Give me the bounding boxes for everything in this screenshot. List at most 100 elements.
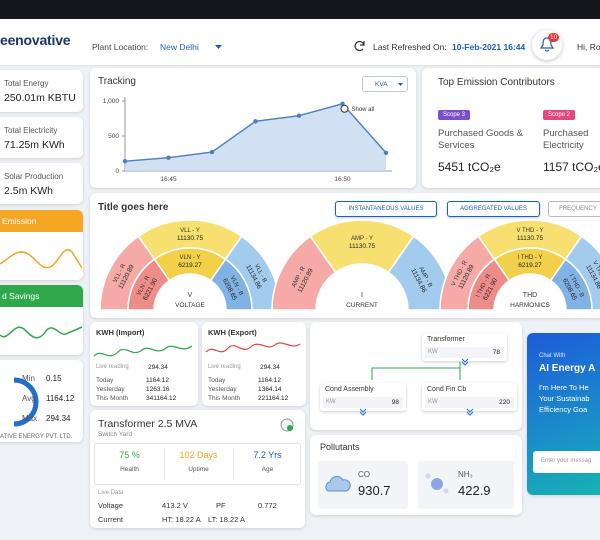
- pollutant-tile: CO 930.7: [318, 461, 408, 509]
- kpi-value: 2.5m KWh: [4, 185, 54, 197]
- area: [125, 103, 386, 171]
- annotation: Show all: [352, 107, 375, 113]
- graphic: [398, 83, 403, 86]
- plant-label: Plant Location:: [92, 42, 149, 52]
- caret: [215, 45, 222, 49]
- refresh-label: Last Refreshed On:: [373, 42, 447, 52]
- refresh-date: 10-Feb-2021 16:44: [452, 42, 526, 52]
- emission-value: 5451 tCO₂e: [438, 160, 501, 174]
- node-unit: KW: [428, 399, 438, 405]
- graphic: [371, 362, 461, 380]
- scope-tag: Scope 2: [543, 110, 576, 120]
- gauge-symbol: I: [361, 292, 363, 299]
- tracking-title: Tracking: [98, 76, 136, 87]
- pollutants-title: Pollutants: [320, 442, 360, 452]
- gauge-value: 294.34: [46, 414, 71, 423]
- live-label: Live reading: [96, 364, 129, 370]
- caret: [398, 83, 403, 86]
- scope-tag: Scope 3: [438, 110, 471, 120]
- gauge-name: CURRENT: [346, 302, 378, 309]
- kpi-label: Total Energy: [4, 79, 49, 88]
- segment-name: AMP - Y: [351, 236, 373, 242]
- unit-dropdown[interactable]: KVA: [362, 76, 408, 92]
- tab-button[interactable]: AGGREGATED VALUES: [447, 201, 540, 217]
- row-label: This Month: [96, 395, 129, 402]
- graphic: [425, 473, 449, 494]
- gauge-segment: [549, 258, 593, 311]
- segment-name: VLN - Y: [180, 255, 201, 261]
- row-label: Yesterday: [96, 386, 125, 393]
- point: [209, 149, 215, 155]
- savings-card: d Savings: [0, 285, 83, 355]
- kpi-label: Total Electricity: [4, 126, 58, 135]
- row-label: LT: 18.22 A: [208, 515, 245, 524]
- kpi-card: Total Energy 250.01m KBTU: [0, 70, 83, 112]
- pollutant-value: 422.9: [458, 483, 491, 498]
- point: [296, 113, 302, 118]
- graphic: 0 500 1,000 16:45 16:50 Show all: [103, 97, 392, 183]
- kpi-value: 71.25m KWh: [4, 139, 65, 151]
- point: [383, 150, 389, 155]
- graphic: [280, 418, 294, 432]
- notification-bell[interactable]: 10: [532, 30, 562, 60]
- point: [340, 101, 345, 106]
- ai-title: AI Energy A: [539, 363, 596, 374]
- x-tick-label: 16:50: [334, 176, 351, 183]
- emission-contributors-card: Top Emission Contributors Scope 3 Purchase…: [422, 68, 600, 188]
- flow-arrow: [466, 408, 473, 416]
- row-value: 221164.12: [258, 395, 289, 402]
- gauge-name: VOLTAGE: [175, 302, 205, 309]
- status-dot: [287, 425, 293, 431]
- tab-button[interactable]: INSTANTANEOUS VALUES: [335, 201, 437, 217]
- row-label: Current: [98, 515, 124, 524]
- graphic: [354, 41, 365, 52]
- gauge-label: Min: [22, 374, 35, 383]
- gauge-label: Max: [22, 414, 38, 423]
- transformer-title: Transformer 2.5 MVA: [98, 418, 198, 430]
- panel-title: Title goes here: [98, 202, 169, 213]
- molecule-icon: [431, 478, 443, 490]
- kwh-card: KWH (Export) Live reading 294.34 Today 1164.…: [202, 322, 306, 406]
- refresh-icon: [354, 41, 365, 52]
- segment-name: V THD - Y: [516, 228, 543, 234]
- row-label: Yesterday: [208, 386, 237, 393]
- zoom-icon: [340, 104, 349, 113]
- gauge-card: Min 0.15 Avg 1164.12 Max 294.34: [0, 360, 83, 442]
- gauge-value: 0.15: [46, 374, 62, 383]
- savings-header: [0, 285, 83, 307]
- graphic: [215, 45, 222, 49]
- flow-node[interactable]: Cond Assembly KW 98: [320, 383, 406, 411]
- kwh-card: KWH (Import) Live reading 294.34 Today 1164.…: [90, 322, 198, 406]
- tracking-card: Tracking KVA 0 500 1,000 16:45 16:50 Show all: [90, 68, 416, 188]
- flow-arrow: [359, 408, 367, 416]
- flow-node[interactable]: Transformer KW 78: [422, 333, 507, 361]
- savings-title: d Savings: [2, 291, 40, 301]
- live-value: 294.34: [148, 364, 168, 371]
- logo: eenovative: [0, 32, 71, 48]
- y-tick-label: 500: [108, 133, 119, 140]
- flow-node[interactable]: Cond Fin Cb KW 220: [422, 383, 517, 411]
- kwh-title: KWH (Import): [96, 328, 145, 337]
- segment-value: 6219.27: [518, 262, 542, 269]
- tab-button[interactable]: FREQUENCY: [548, 201, 600, 217]
- connector: [371, 362, 461, 380]
- row-label: PF: [216, 501, 226, 510]
- source-name: Purchased Electricity: [543, 128, 589, 151]
- node-value: 78: [492, 349, 500, 356]
- row-value: 413.2 V: [162, 501, 188, 510]
- emission-header: [0, 210, 83, 232]
- node-value: 98: [391, 399, 399, 406]
- tab-label: INSTANTANEOUS VALUES: [348, 206, 424, 212]
- plant-select[interactable]: New Delhi: [160, 42, 199, 52]
- pollutant-tile: NH₃ 422.9: [418, 461, 514, 509]
- ai-kicker: Chat With: [539, 353, 566, 359]
- point: [166, 155, 171, 160]
- row-value: 1164.12: [146, 377, 170, 384]
- node-reading: KW 220: [425, 397, 514, 408]
- chat-input[interactable]: Enter your messag: [533, 451, 600, 473]
- ai-chat-card: Chat With AI Energy A I'm Here To He Your S…: [527, 333, 600, 495]
- greeting: Hi, Ro: [577, 42, 600, 52]
